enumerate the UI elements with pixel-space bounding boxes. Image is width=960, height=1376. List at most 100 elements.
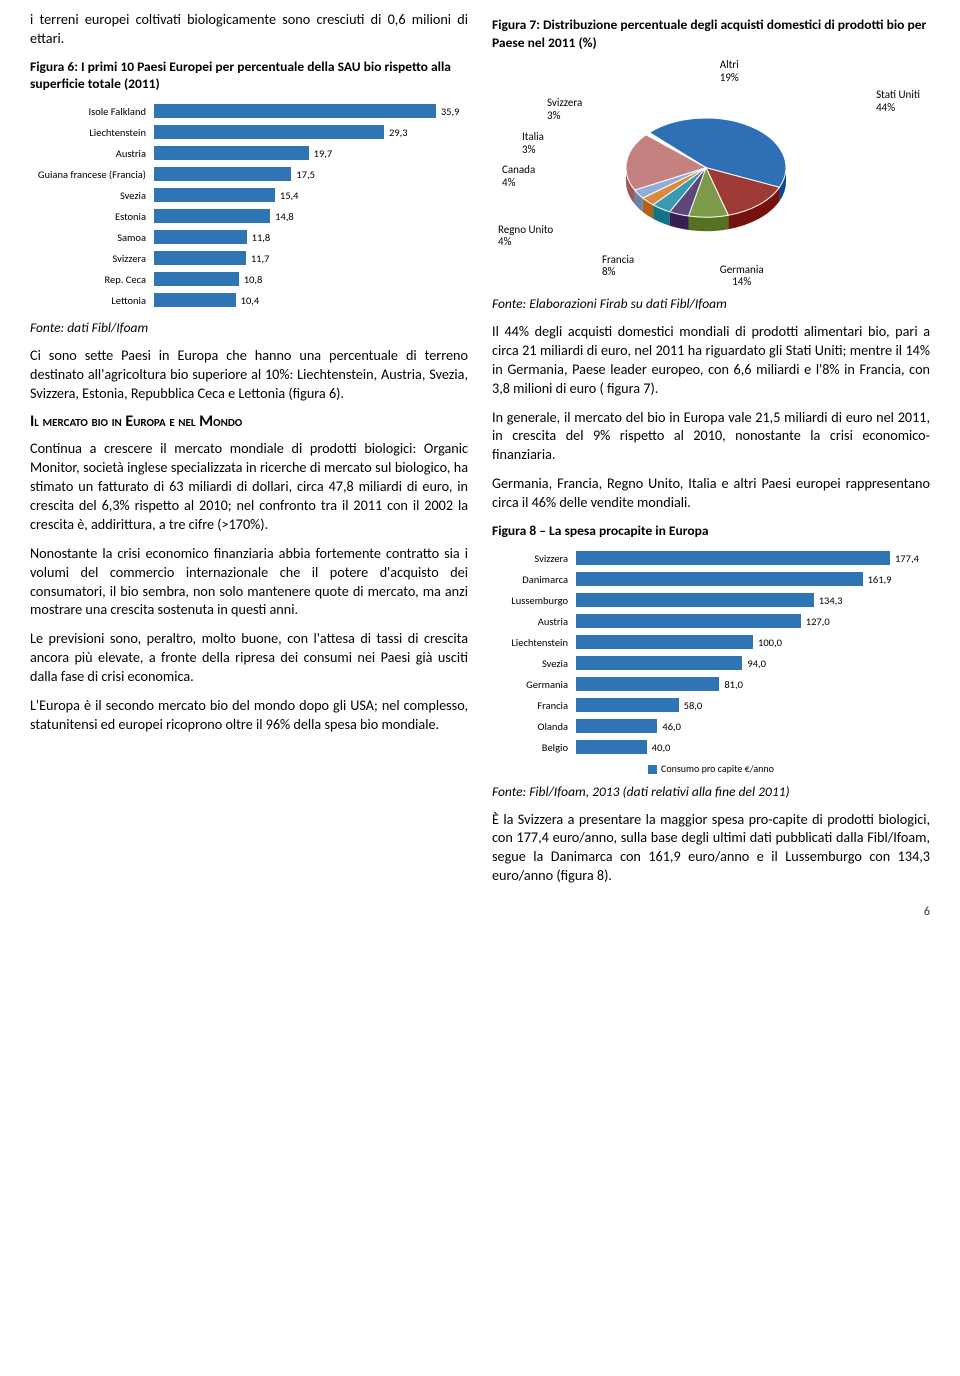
fig8-title: Figura 8 – La spesa procapite in Europa — [492, 522, 930, 540]
bar-row: Francia 58,0 — [492, 695, 930, 716]
body-text: È la Svizzera a presentare la maggior sp… — [492, 810, 930, 886]
bar-row: Belgio 40,0 — [492, 737, 930, 758]
bar-value-label: 127,0 — [806, 615, 830, 628]
fig7-chart: Stati Uniti44%Germania14%Francia8%Regno … — [492, 59, 930, 289]
bar-value-label: 29,3 — [389, 126, 408, 139]
bar — [154, 146, 309, 160]
bar-value-label: 40,0 — [652, 741, 671, 754]
bar-value-label: 100,0 — [758, 636, 782, 649]
bar-value-label: 10,8 — [244, 273, 263, 286]
bar — [576, 572, 863, 586]
bar-value-label: 35,9 — [441, 105, 460, 118]
body-text: L'Europa è il secondo mercato bio del mo… — [30, 696, 468, 734]
bar — [576, 551, 890, 565]
bar-row: Svezia 15,4 — [30, 185, 468, 206]
bar — [154, 188, 275, 202]
pie-slice-label: Regno Unito4% — [498, 224, 553, 249]
fig6-chart: Isole Falkland 35,9 Liechtenstein29,3Austr… — [30, 101, 468, 311]
bar-category-label: Estonia — [30, 210, 150, 223]
body-text: Nonostante la crisi economico finanziari… — [30, 544, 468, 620]
bar — [576, 677, 719, 691]
bar-row: Lettonia10,4 — [30, 290, 468, 311]
bar-value-label: 161,9 — [868, 573, 892, 586]
bar-category-label: Svezia — [492, 657, 572, 670]
bar — [576, 614, 801, 628]
bar — [154, 293, 236, 307]
bar-value-label: 177,4 — [895, 552, 919, 565]
bar-category-label: Samoa — [30, 231, 150, 244]
bar-row: Austria 127,0 — [492, 611, 930, 632]
bar — [154, 104, 436, 118]
body-text: Le previsioni sono, peraltro, molto buon… — [30, 629, 468, 686]
bar-value-label: 134,3 — [819, 594, 843, 607]
bar-value-label: 17,5 — [296, 168, 315, 181]
bar-row: Svezia 94,0 — [492, 653, 930, 674]
bar — [154, 230, 247, 244]
bar-row: Austria19,7 — [30, 143, 468, 164]
bar-value-label: 14,8 — [275, 210, 294, 223]
bar-row: Liechtenstein29,3 — [30, 122, 468, 143]
bar-category-label: Rep. Ceca — [30, 273, 150, 286]
bar — [576, 635, 753, 649]
bar-category-label: Guiana francese (Francia) — [30, 168, 150, 181]
bar — [576, 740, 647, 754]
bar — [576, 698, 679, 712]
bar-row: Liechtenstein 100,0 — [492, 632, 930, 653]
fig6-source: Fonte: dati Fibl/Ifoam — [30, 319, 468, 336]
fig7-title: Figura 7: Distribuzione percentuale degl… — [492, 16, 930, 51]
bar-category-label: Svezia — [30, 189, 150, 202]
pie-slice-label: Francia8% — [602, 254, 634, 279]
body-text: Ci sono sette Paesi in Europa che hanno … — [30, 346, 468, 403]
bar-value-label: 11,8 — [252, 231, 271, 244]
bar-category-label: Francia — [492, 699, 572, 712]
bar — [154, 272, 239, 286]
bar-category-label: Liechtenstein — [492, 636, 572, 649]
intro-text: i terreni europei coltivati biologicamen… — [30, 10, 468, 48]
bar-value-label: 10,4 — [241, 294, 260, 307]
fig8-chart: Svizzera 177,4 Danimarca 161,9 Lussemburgo 13… — [492, 548, 930, 775]
body-text: Il 44% degli acquisti domestici mondiali… — [492, 322, 930, 398]
page-number: 6 — [30, 895, 930, 919]
bar-value-label: 81,0 — [724, 678, 743, 691]
bar-row: Olanda 46,0 — [492, 716, 930, 737]
bar-row: Samoa 11,8 — [30, 227, 468, 248]
fig7-source: Fonte: Elaborazioni Firab su dati Fibl/I… — [492, 295, 930, 312]
bar-row: Danimarca 161,9 — [492, 569, 930, 590]
bar-row: Lussemburgo 134,3 — [492, 590, 930, 611]
chart-legend: Consumo pro capite €/anno — [492, 762, 930, 775]
pie-slice-label: Svizzera3% — [547, 97, 582, 122]
bar-category-label: Lussemburgo — [492, 594, 572, 607]
body-text: Continua a crescere il mercato mondiale … — [30, 439, 468, 533]
pie-slice-label: Canada4% — [502, 164, 535, 189]
pie-slice-label: Altri19% — [720, 59, 739, 84]
body-text: In generale, il mercato del bio in Europ… — [492, 408, 930, 465]
bar — [154, 125, 384, 139]
bar-category-label: Austria — [492, 615, 572, 628]
bar-category-label: Svizzera — [30, 252, 150, 265]
bar-row: Germania81,0 — [492, 674, 930, 695]
bar-value-label: 15,4 — [280, 189, 299, 202]
bar-value-label: 58,0 — [684, 699, 703, 712]
bar-category-label: Danimarca — [492, 573, 572, 586]
bar-value-label: 11,7 — [251, 252, 270, 265]
bar-row: Svizzera 11,7 — [30, 248, 468, 269]
bar — [154, 209, 270, 223]
bar-category-label: Olanda — [492, 720, 572, 733]
bar — [576, 719, 657, 733]
bar-category-label: Belgio — [492, 741, 572, 754]
pie-slice-label: Germania14% — [720, 264, 764, 289]
pie-slice-label: Italia3% — [522, 131, 544, 156]
section-heading: Il mercato bio in Europa e nel Mondo — [30, 412, 468, 431]
bar-value-label: 46,0 — [662, 720, 681, 733]
bar-category-label: Svizzera — [492, 552, 572, 565]
bar-row: Isole Falkland 35,9 — [30, 101, 468, 122]
bar — [576, 656, 742, 670]
fig6-title: Figura 6: I primi 10 Paesi Europei per p… — [30, 58, 468, 93]
bar-category-label: Isole Falkland — [30, 105, 150, 118]
bar — [154, 251, 246, 265]
bar-value-label: 19,7 — [314, 147, 333, 160]
bar-value-label: 94,0 — [747, 657, 766, 670]
bar-row: Estonia 14,8 — [30, 206, 468, 227]
bar — [154, 167, 291, 181]
bar-row: Svizzera 177,4 — [492, 548, 930, 569]
